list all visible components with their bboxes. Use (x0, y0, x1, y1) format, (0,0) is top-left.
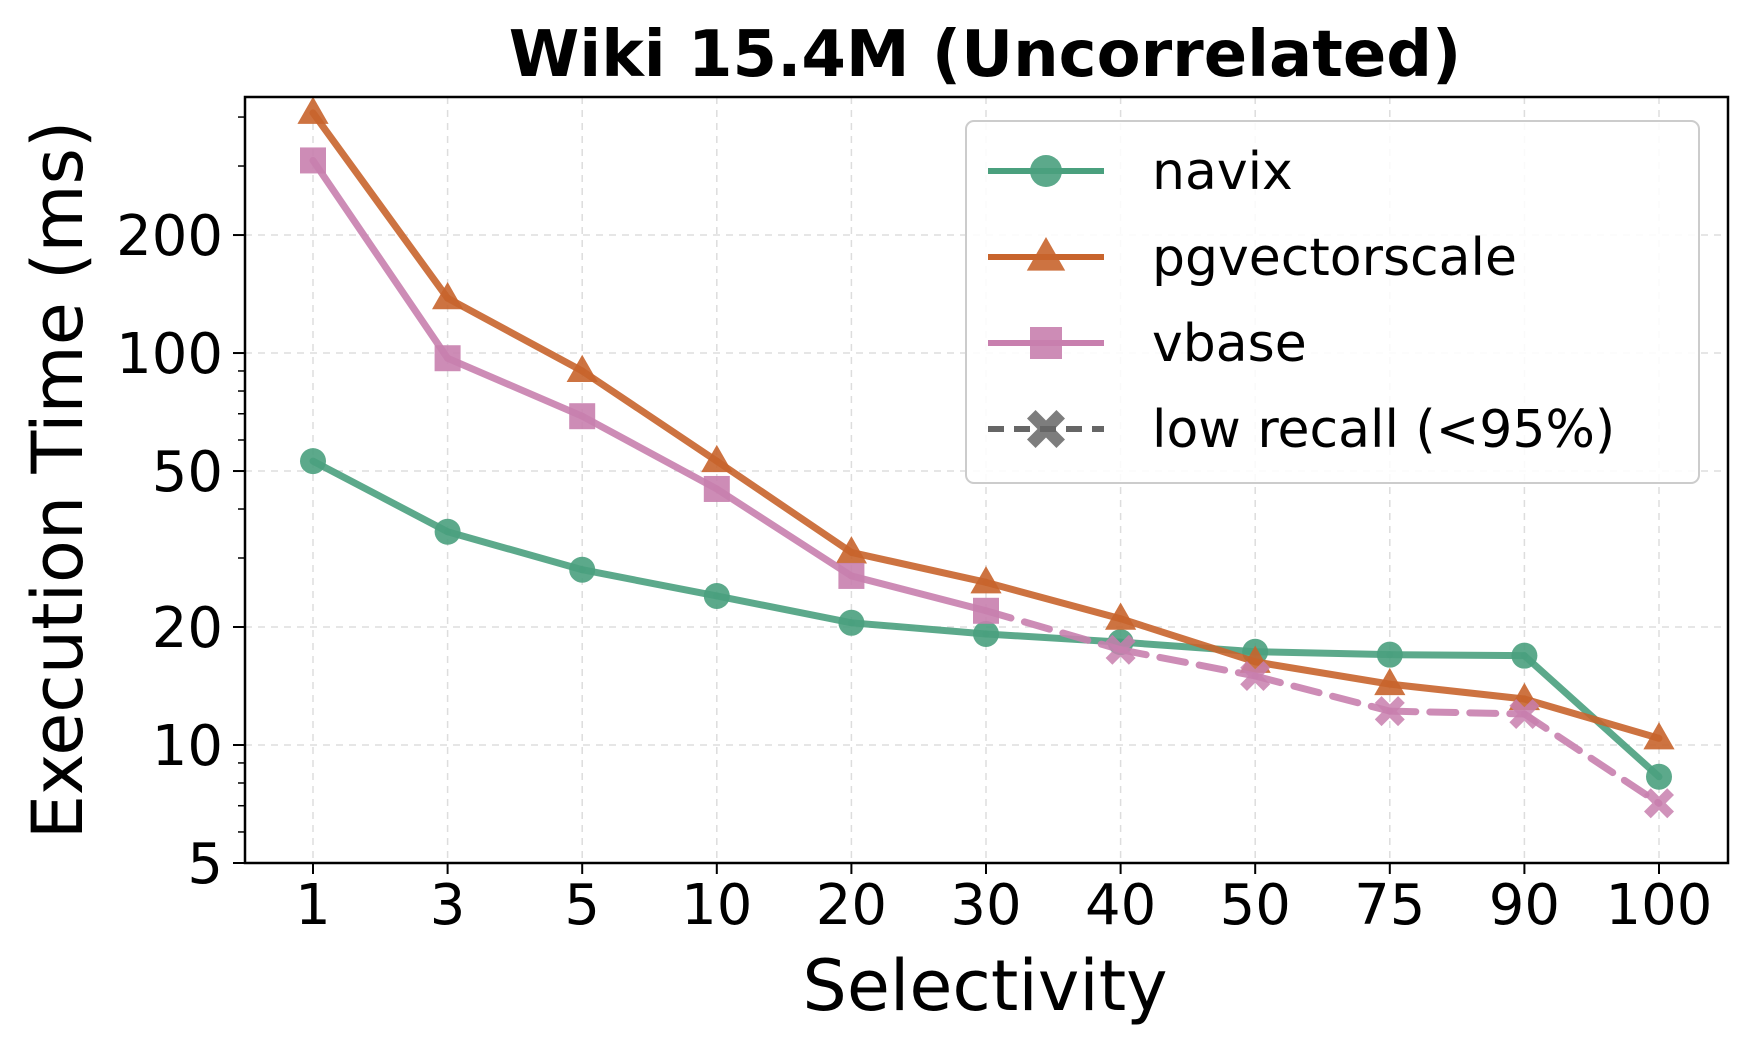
series-line-segment (578, 412, 721, 493)
y-tick-label: 5 (187, 832, 223, 897)
series-line-segment (1117, 638, 1259, 656)
series-line-segment (1251, 658, 1394, 688)
series-line-segment (847, 619, 990, 638)
series-line-segment (1386, 680, 1528, 703)
series-line-segment (713, 457, 855, 556)
triangle-marker (970, 566, 1002, 594)
series-line-segment (713, 592, 855, 627)
triangle-marker (701, 444, 733, 473)
square-marker (1030, 327, 1062, 359)
series-vbase (300, 147, 1674, 819)
low-recall-marker (1374, 696, 1405, 727)
square-marker (434, 345, 461, 372)
circle-marker (434, 518, 461, 545)
x-axis-ticks: 1 3 5 10 20 30 40 50 75 90 100 (295, 863, 1712, 938)
low-recall-segment (1251, 672, 1394, 715)
series-line-segment (1520, 695, 1663, 742)
x-axis-label: Selectivity (802, 945, 1167, 1027)
x-tick-label: 20 (816, 873, 887, 938)
series-line-segment (847, 572, 990, 615)
low-recall-segment (1386, 707, 1528, 718)
triangle-marker (566, 354, 598, 383)
x-tick-label: 10 (681, 873, 752, 938)
series-line-segment (444, 354, 586, 420)
x-tick-label: 75 (1354, 873, 1425, 938)
circle-marker (300, 448, 326, 475)
series-line-segment (982, 630, 1125, 646)
x-tick-label: 100 (1606, 873, 1713, 938)
circle-marker (1511, 642, 1538, 669)
legend-item: low recall (<95%) (988, 400, 1615, 460)
chart-title: Wiki 15.4M (Uncorrelated) (509, 18, 1462, 92)
triangle-marker (835, 536, 867, 564)
circle-marker (1646, 763, 1672, 790)
circle-marker (1376, 641, 1403, 668)
legend-label: vbase (1152, 314, 1307, 374)
x-tick-label: 5 (564, 873, 600, 938)
circle-marker (973, 620, 999, 647)
low-recall-segment (1117, 646, 1259, 680)
triangle-marker (432, 281, 464, 310)
series-line-segment (847, 548, 990, 586)
low-recall-marker (1105, 634, 1136, 665)
y-tick-label: 200 (116, 204, 223, 269)
low-recall-marker (1240, 660, 1271, 691)
square-marker (300, 147, 326, 174)
y-tick-label: 50 (152, 440, 223, 505)
low-recall-marker (1509, 698, 1540, 729)
triangle-marker (1105, 602, 1137, 630)
series-line-segment (578, 566, 721, 600)
circle-marker (703, 582, 730, 609)
legend-box (965, 120, 1700, 484)
legend-label: navix (1152, 142, 1293, 202)
square-marker (703, 475, 730, 502)
x-tick-label: 3 (430, 873, 466, 938)
series-line-segment (1117, 615, 1259, 666)
y-tick-label: 10 (152, 714, 223, 779)
x-tick-label: 30 (950, 873, 1021, 938)
y-tick-label: 100 (116, 322, 223, 387)
legend: navix pgvectorscale vbase low recall (<95%) (965, 120, 1700, 484)
circle-marker (838, 609, 865, 636)
series-line-segment (309, 457, 452, 536)
legend-label: pgvectorscale (1152, 228, 1517, 288)
legend-item: navix (988, 142, 1293, 202)
series-line-segment (1386, 651, 1528, 660)
x-tick-label: 1 (295, 873, 331, 938)
circle-marker (569, 556, 596, 583)
triangle-marker (1374, 667, 1406, 696)
x-tick-label: 50 (1220, 873, 1291, 938)
series-line-segment (713, 485, 855, 580)
series-pgvectorscale (297, 96, 1675, 750)
circle-marker (1030, 155, 1062, 187)
triangle-marker (1643, 722, 1675, 750)
triangle-marker (297, 96, 329, 124)
low-recall-segment (1520, 710, 1663, 807)
legend-label: low recall (<95%) (1152, 400, 1615, 460)
y-tick-label: 20 (152, 596, 223, 661)
square-marker (838, 562, 865, 589)
square-marker (973, 597, 999, 624)
square-marker (569, 403, 596, 430)
y-axis-label: Execution Time (ms) (17, 121, 99, 840)
series-line-segment (309, 109, 452, 302)
y-axis-ticks: 5 10 20 50 100 200 (116, 116, 245, 897)
low-recall-marker (1644, 788, 1674, 819)
series-line-segment (982, 578, 1125, 623)
triangle-marker (1026, 237, 1066, 271)
plot-series (297, 96, 1675, 819)
x-tick-label: 40 (1085, 873, 1156, 938)
series-line-segment (309, 156, 452, 362)
series-line-segment (578, 367, 721, 465)
series-line-segment (1251, 648, 1394, 659)
low-recall-segment (982, 607, 1125, 654)
series-line-segment (444, 528, 586, 574)
x-tick-label: 90 (1489, 873, 1560, 938)
legend-item: vbase (988, 314, 1307, 374)
low-recall-marker (1027, 410, 1065, 448)
series-line-segment (444, 294, 586, 375)
legend-item: pgvectorscale (988, 228, 1517, 288)
